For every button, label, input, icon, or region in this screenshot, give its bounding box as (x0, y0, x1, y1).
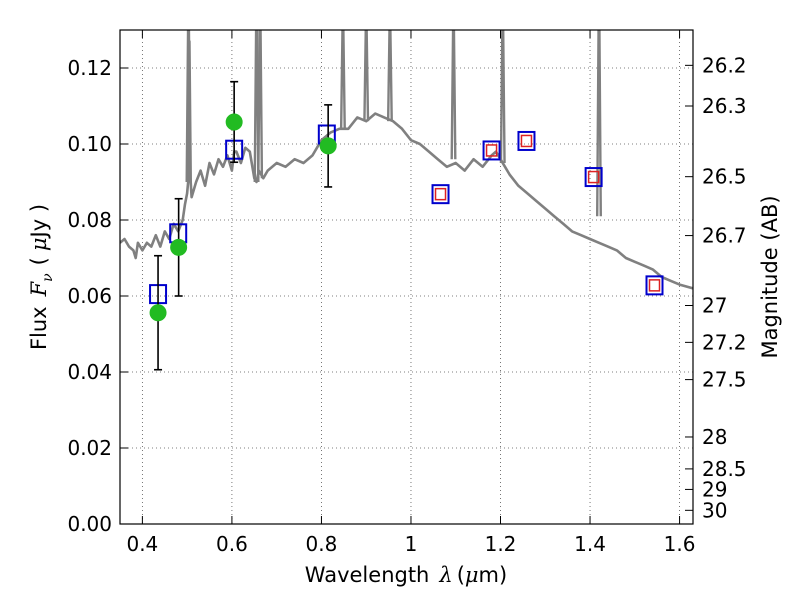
x-tick-label: 0.4 (126, 532, 158, 556)
nir-photometry-point (434, 187, 447, 201)
x-tick-label: 1 (405, 532, 418, 556)
y2-tick-label: 29 (702, 477, 727, 501)
emission-line-spike (596, 30, 602, 217)
y2-tick-label: 26.5 (702, 165, 747, 189)
y2-tick-label: 28 (702, 425, 727, 449)
y-tick-label: 0.08 (67, 208, 112, 232)
x-tick-label: 1.6 (664, 532, 696, 556)
emission-line-spike (339, 30, 346, 129)
y2-tick-label: 27 (702, 294, 727, 318)
optical-photometry-point (319, 137, 337, 155)
y2-tick-label: 28.5 (702, 457, 747, 481)
y2-tick-label: 27.5 (702, 368, 747, 392)
model-photometry-point (645, 275, 664, 296)
x-tick-label: 1.2 (485, 532, 517, 556)
emission-line-spike (185, 30, 192, 183)
nir-photometry-point (520, 134, 533, 148)
plot-area (120, 30, 693, 371)
y-tick-label: 0.12 (67, 56, 112, 80)
emission-line-spike (257, 30, 264, 179)
optical-photometry-point (225, 113, 243, 131)
y-tick-label: 0.06 (67, 284, 112, 308)
model-photometry-point (517, 130, 536, 151)
nir-photometry-point (587, 170, 600, 184)
model-photometry-point (431, 184, 450, 205)
emission-line-spike (450, 30, 457, 160)
y-tick-label: 0.02 (67, 436, 112, 460)
emission-line-spike (363, 30, 370, 122)
x-tick-label: 0.6 (216, 532, 248, 556)
model-photometry-point (482, 140, 501, 161)
optical-photometry-point (170, 238, 188, 256)
optical-photometry-point (149, 304, 167, 322)
y-tick-label: 0.10 (67, 132, 112, 156)
nir-photometry-point (485, 144, 498, 157)
y2-tick-label: 26.7 (702, 224, 747, 248)
spectrum-line (120, 40, 693, 290)
y-tick-label: 0.00 (67, 512, 112, 536)
y-axis-label: FluxFν(μJy ) (27, 204, 56, 350)
y2-tick-label: 26.2 (702, 53, 747, 77)
emission-line-spike (499, 30, 506, 164)
y2-tick-label: 27.2 (702, 330, 747, 354)
x-tick-label: 1.4 (574, 532, 606, 556)
x-axis-label: Wavelength λ (μm) (305, 563, 507, 587)
model-photometry-point (584, 167, 603, 188)
y2-axis-label: Magnitude (AB) (758, 195, 782, 358)
x-tick-label: 0.8 (306, 532, 338, 556)
plot-frame (119, 29, 694, 525)
emission-line-spike (253, 30, 260, 183)
y2-tick-label: 30 (702, 498, 727, 522)
axes: 0.4 0.6 0.8 1 1.2 1.4 1.6 0.00 0.02 0.04 0.06 0.08 0… (67, 30, 747, 556)
emission-line-spike (386, 30, 393, 122)
nir-photometry-point (648, 279, 661, 292)
y2-tick-label: 26.3 (702, 94, 747, 118)
y-tick-label: 0.04 (67, 360, 112, 384)
